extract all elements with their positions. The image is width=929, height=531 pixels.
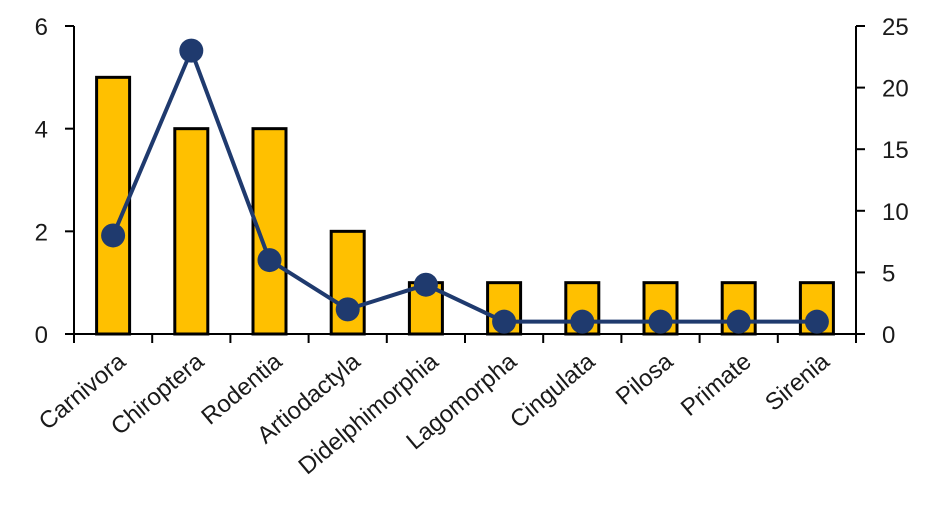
line-point-cingulata (570, 309, 595, 334)
category-label: Sirenia (760, 348, 835, 417)
category-label: Cingulata (505, 347, 601, 433)
category-label: Pilosa (611, 347, 679, 410)
line-point-lagomorpha (492, 309, 517, 334)
line-series (111, 48, 817, 324)
right-tick-label: 0 (882, 322, 895, 349)
bar-didelphimorphia (407, 281, 444, 336)
left-tick-label: 0 (35, 322, 48, 349)
right-tick-label: 15 (882, 137, 909, 164)
left-tick-label: 2 (35, 219, 48, 246)
line-point-artiodactyla (335, 297, 360, 322)
line-point-didelphimorphia (413, 272, 438, 297)
right-tick-label: 25 (882, 14, 909, 41)
line-point-carnivora (101, 223, 126, 248)
category-label: Primate (676, 348, 757, 422)
left-tick-label: 6 (35, 14, 48, 41)
right-tick-label: 10 (882, 199, 909, 226)
bar-chiroptera (173, 127, 210, 336)
line-point-primate (726, 309, 751, 334)
line-point-pilosa (648, 309, 673, 334)
left-tick-label: 4 (35, 117, 48, 144)
line-point-rodentia (257, 248, 282, 273)
line-point-sirenia (804, 309, 829, 334)
category-label: Didelphimorphia (294, 348, 445, 481)
right-tick-label: 20 (882, 76, 909, 103)
line-point-chiroptera (179, 38, 204, 63)
right-tick-label: 5 (882, 260, 895, 287)
